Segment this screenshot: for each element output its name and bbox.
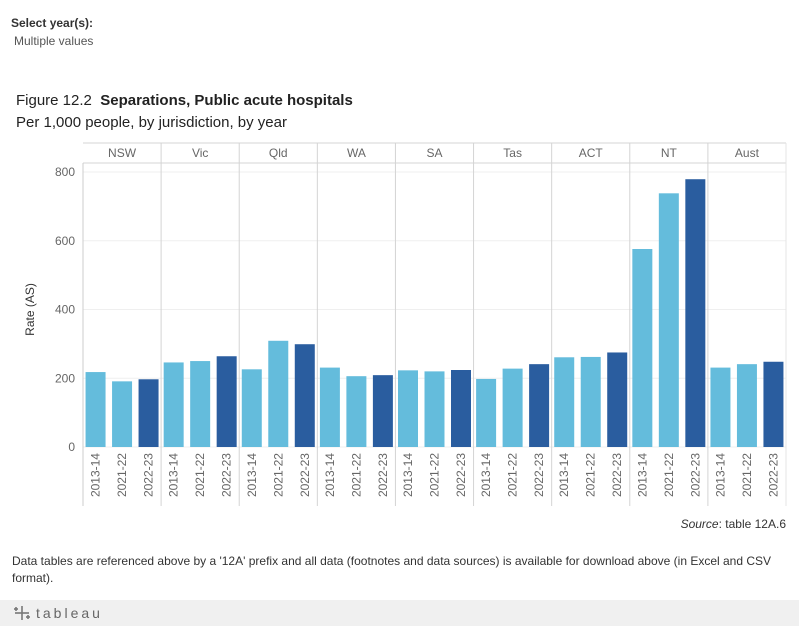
bar[interactable] <box>163 362 184 447</box>
y-tick-label: 800 <box>55 165 75 179</box>
bar[interactable] <box>85 372 106 447</box>
bar[interactable] <box>294 344 315 447</box>
bar[interactable] <box>241 369 262 447</box>
bar[interactable] <box>580 356 601 447</box>
bar[interactable] <box>529 364 550 447</box>
y-axis-label: Rate (AS) <box>23 283 37 336</box>
category-header: Vic <box>192 146 208 160</box>
x-tick-label: 2021-22 <box>740 453 754 497</box>
category-header: SA <box>426 146 442 160</box>
tableau-logo-text: tableau <box>36 605 103 621</box>
x-tick-label: 2021-22 <box>271 453 285 497</box>
tableau-logo-icon <box>14 606 30 620</box>
x-tick-label: 2022-23 <box>220 453 234 497</box>
x-tick-label: 2022-23 <box>376 453 390 497</box>
x-tick-label: 2021-22 <box>193 453 207 497</box>
category-header: NT <box>661 146 678 160</box>
source-text: : table 12A.6 <box>718 517 786 531</box>
x-tick-label: 2013-14 <box>401 453 415 497</box>
tableau-footer: tableau <box>0 600 799 626</box>
bar[interactable] <box>424 371 445 447</box>
x-tick-label: 2022-23 <box>688 453 702 497</box>
filter-dropdown[interactable]: Multiple values <box>14 34 94 48</box>
x-tick-label: 2022-23 <box>766 453 780 497</box>
source-note: Source: table 12A.6 <box>681 517 786 531</box>
bar[interactable] <box>268 340 289 447</box>
bar[interactable] <box>685 179 706 447</box>
x-tick-label: 2021-22 <box>662 453 676 497</box>
category-header: Tas <box>503 146 522 160</box>
x-tick-label: 2022-23 <box>532 453 546 497</box>
bar-chart: 0 200 400 600 800 Rate (AS) NSW 2013-14 2021-22 2… <box>23 142 787 506</box>
x-tick-label: 2021-22 <box>584 453 598 497</box>
bar[interactable] <box>607 352 628 447</box>
bar[interactable] <box>632 249 653 447</box>
x-tick-label: 2013-14 <box>479 453 493 497</box>
bar[interactable] <box>554 357 575 447</box>
category-header: ACT <box>579 146 604 160</box>
x-tick-label: 2021-22 <box>428 453 442 497</box>
y-tick-label: 400 <box>55 303 75 317</box>
figure-number: Figure 12.2 <box>16 92 92 109</box>
x-tick-label: 2022-23 <box>298 453 312 497</box>
x-tick-label: 2013-14 <box>635 453 649 497</box>
y-tick-label: 200 <box>55 371 75 385</box>
x-tick-label: 2013-14 <box>245 453 259 497</box>
category-header: NSW <box>108 146 137 160</box>
x-tick-label: 2013-14 <box>713 453 727 497</box>
bar[interactable] <box>736 364 757 447</box>
bar[interactable] <box>138 379 159 447</box>
category-header: Qld <box>269 146 288 160</box>
x-tick-label: 2022-23 <box>610 453 624 497</box>
x-tick-label: 2013-14 <box>89 453 103 497</box>
bar[interactable] <box>190 361 211 447</box>
x-tick-label: 2022-23 <box>142 453 156 497</box>
footnote: Data tables are referenced above by a '1… <box>12 554 772 585</box>
x-tick-label: 2021-22 <box>349 453 363 497</box>
x-tick-label: 2013-14 <box>557 453 571 497</box>
filter-label: Select year(s): <box>11 16 94 30</box>
bar[interactable] <box>319 367 340 447</box>
figure-title: Figure 12.2 Separations, Public acute ho… <box>16 92 353 109</box>
figure-title-text: Separations, Public acute hospitals <box>100 92 353 109</box>
x-tick-label: 2022-23 <box>454 453 468 497</box>
bar[interactable] <box>216 356 237 447</box>
bar[interactable] <box>112 381 133 447</box>
bar[interactable] <box>372 375 393 447</box>
y-tick-label: 600 <box>55 234 75 248</box>
bar[interactable] <box>451 370 471 447</box>
x-tick-label: 2021-22 <box>115 453 129 497</box>
x-tick-label: 2021-22 <box>506 453 520 497</box>
bar[interactable] <box>476 378 497 447</box>
bar[interactable] <box>763 361 784 447</box>
x-tick-label: 2013-14 <box>323 453 337 497</box>
x-tick-label: 2013-14 <box>167 453 181 497</box>
category-header: WA <box>347 146 366 160</box>
bar[interactable] <box>502 368 523 447</box>
bar[interactable] <box>398 370 418 447</box>
tableau-logo[interactable]: tableau <box>12 604 103 622</box>
bar[interactable] <box>710 367 731 447</box>
bar[interactable] <box>658 193 679 447</box>
category-header: Aust <box>735 146 760 160</box>
source-label: Source <box>680 517 719 531</box>
bar[interactable] <box>346 376 367 447</box>
figure-subtitle: Per 1,000 people, by jurisdiction, by ye… <box>16 114 287 131</box>
y-tick-label: 0 <box>68 440 75 454</box>
